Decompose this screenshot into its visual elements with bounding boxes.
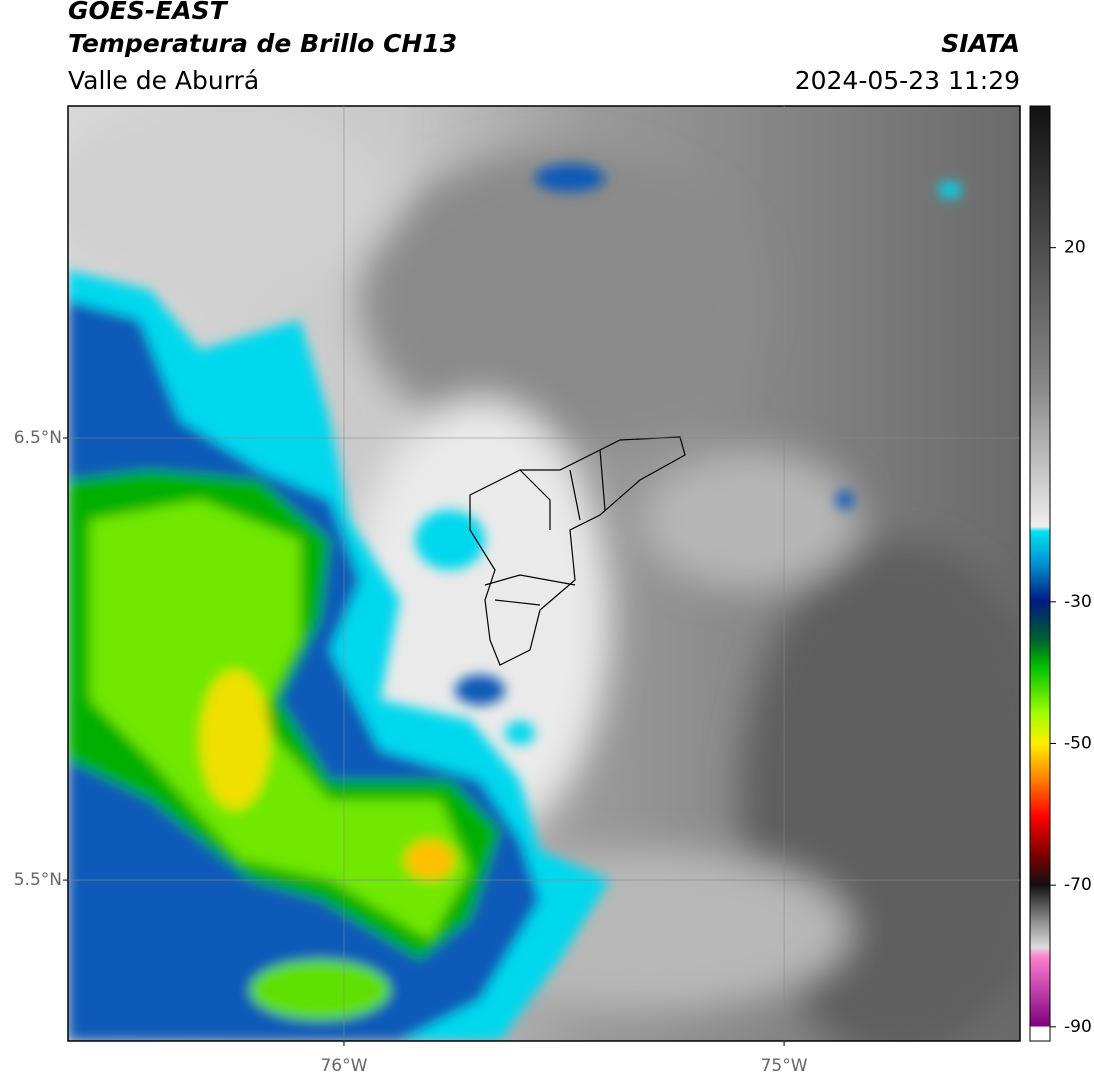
y-tick-label: 5.5°N [14, 870, 62, 890]
x-tick-label: 76°W [320, 1056, 367, 1076]
region: Valle de Aburrá [68, 66, 259, 95]
municipal-boundaries [469, 436, 686, 666]
map-frame [67, 105, 1021, 1042]
colorbar-tick-label: 20 [1064, 238, 1086, 258]
satellite-image [68, 106, 1020, 1041]
colorbar [1029, 105, 1051, 1042]
title: GOES-EAST [68, 0, 229, 25]
source: SIATA [941, 29, 1020, 58]
datetime: 2024-05-23 11:29 [795, 66, 1020, 95]
colorbar-tick-label: -50 [1064, 734, 1092, 754]
colorbar-tick-label: -30 [1064, 592, 1092, 612]
y-tick-label: 6.5°N [14, 428, 62, 448]
subtitle: Temperatura de Brillo CH13 [68, 29, 457, 58]
colorbar-tick-label: -70 [1064, 875, 1092, 895]
x-tick-label: 75°W [761, 1056, 808, 1076]
colorbar-tick-label: -90 [1064, 1017, 1092, 1037]
